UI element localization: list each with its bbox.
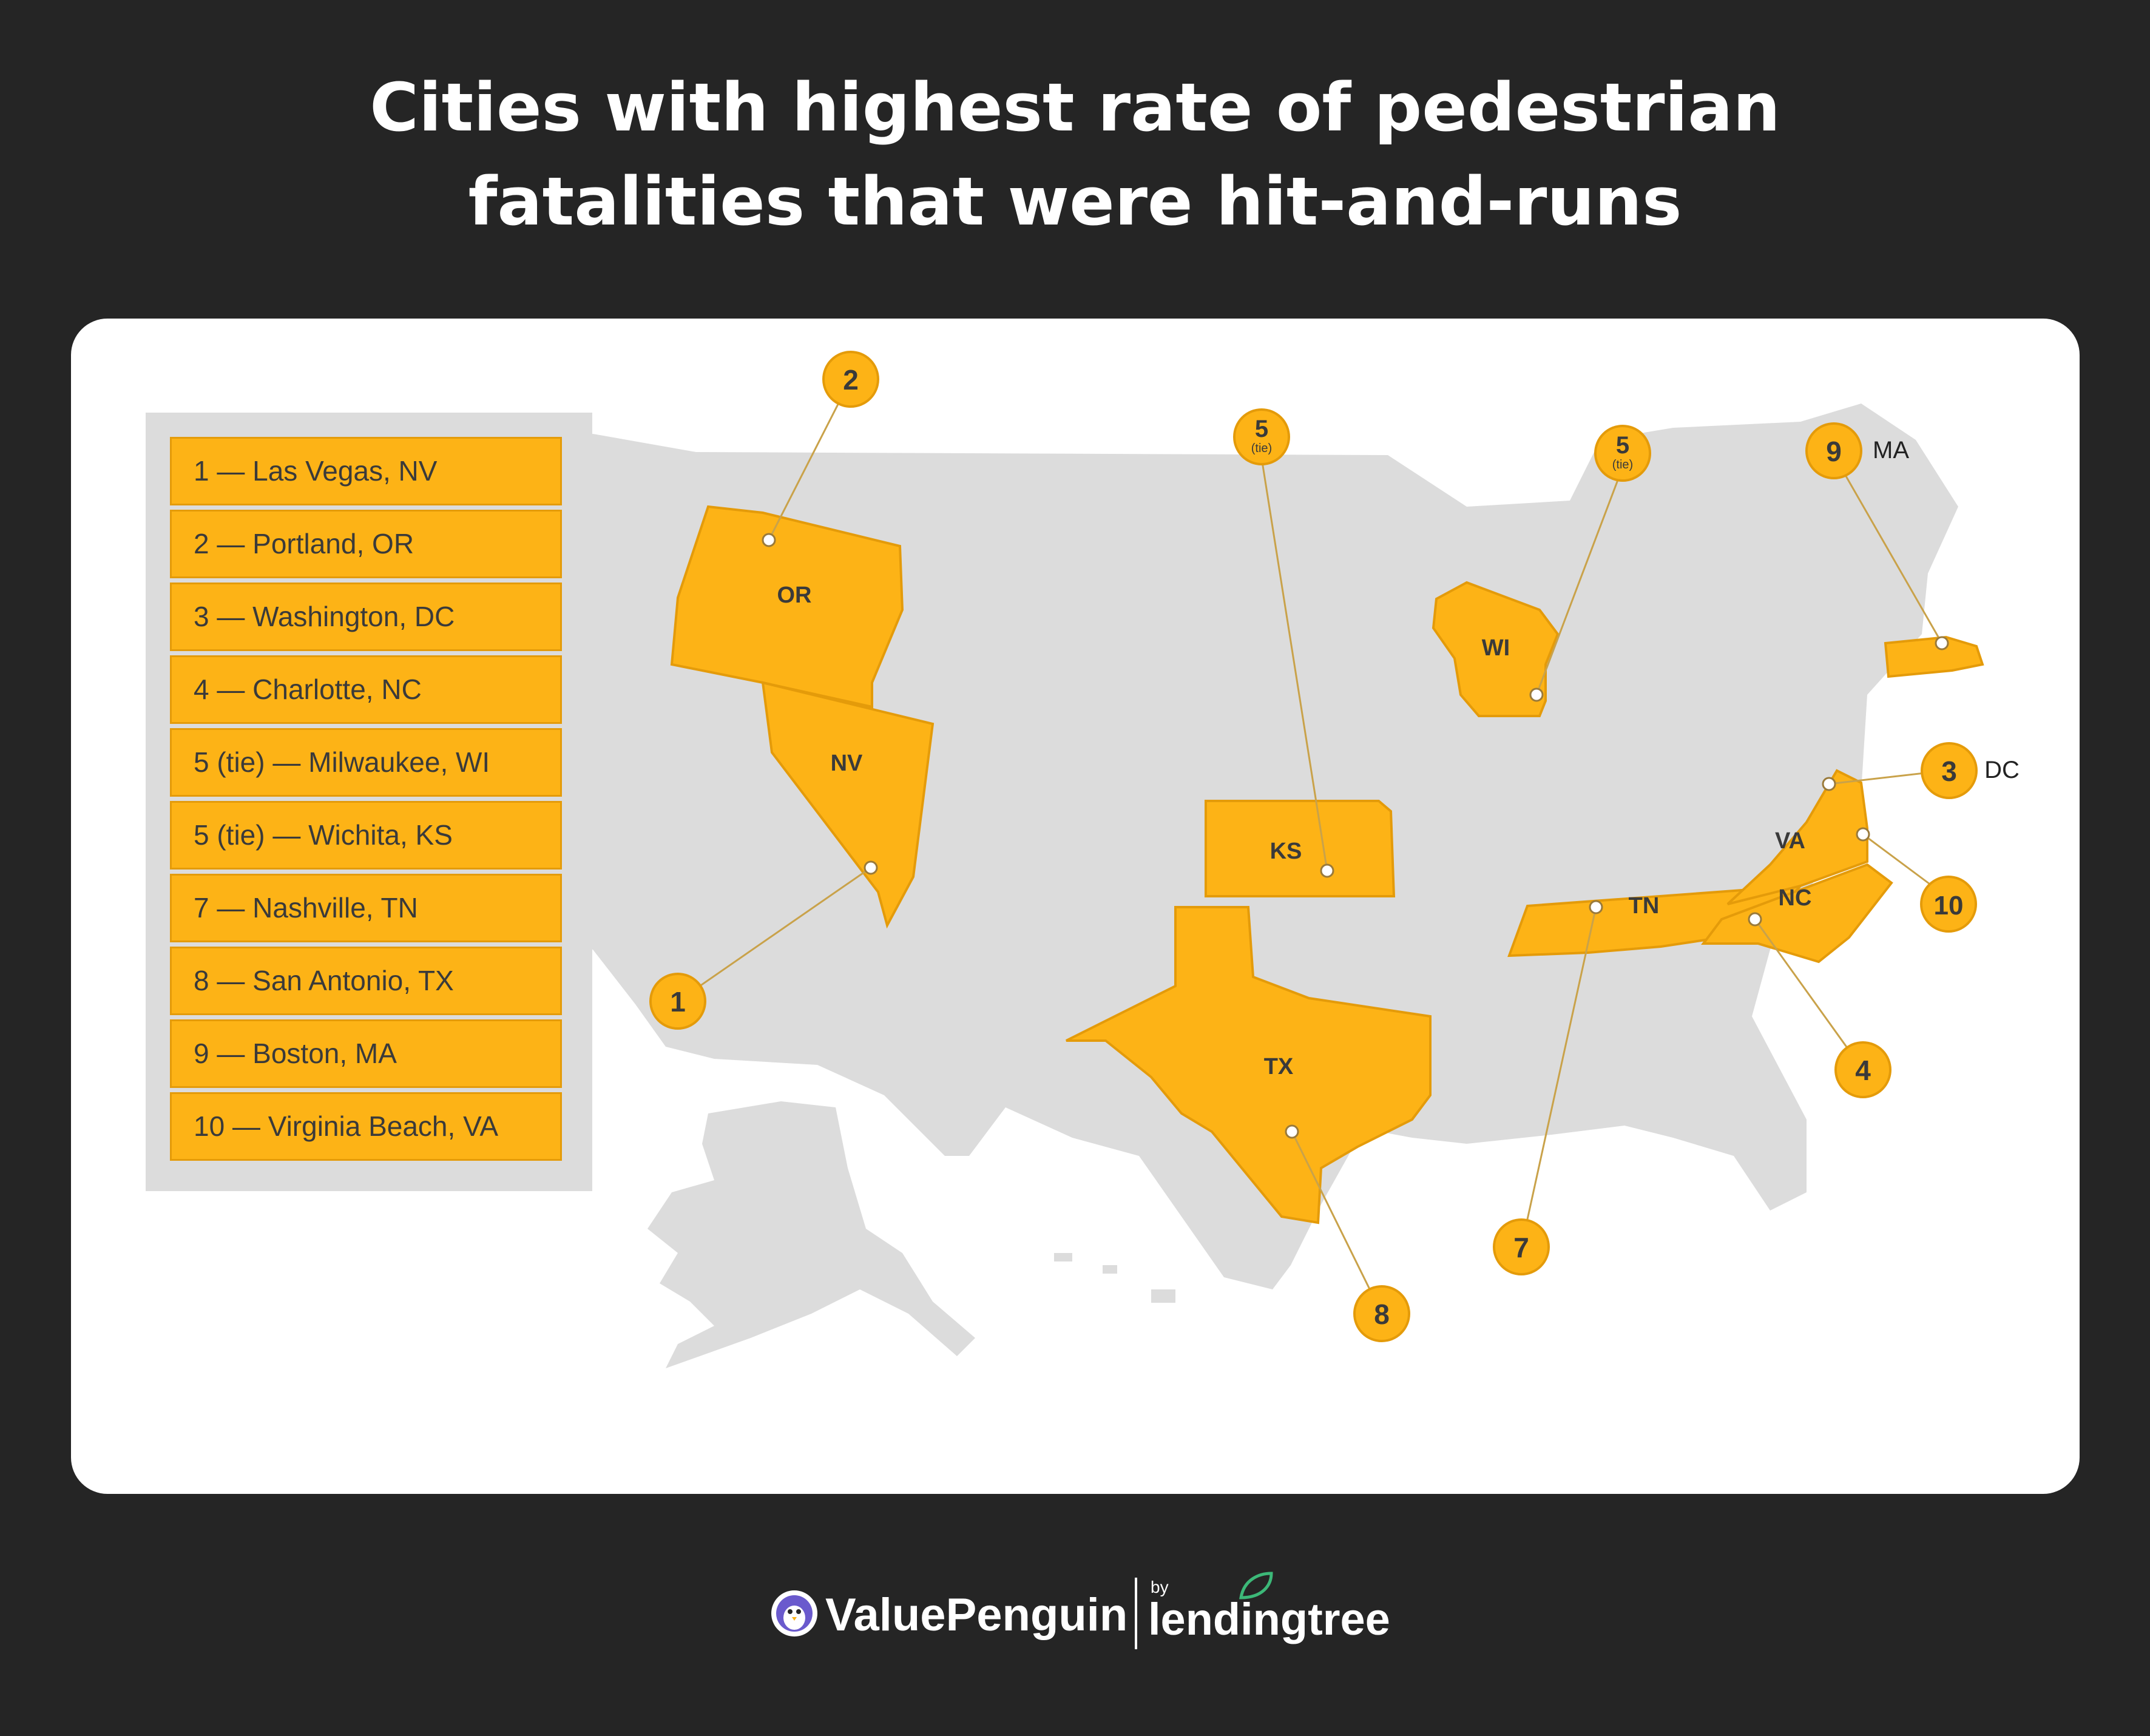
title-line-1: Cities with highest rate of pedestrian: [370, 69, 1780, 146]
state-oregon: [670, 505, 904, 709]
marker-4: 4: [1834, 1041, 1891, 1098]
brand-lendingtree: lendingtree: [1148, 1594, 1390, 1644]
brand-by: by: [1151, 1578, 1169, 1596]
hawaii-island: [1054, 1253, 1072, 1261]
footer: ValuePenguin by lendingtree: [0, 1572, 2150, 1663]
alaska-base: [647, 1101, 975, 1368]
svg-text:1: 1: [670, 986, 686, 1018]
leader-line-2: [768, 379, 852, 541]
svg-text:10: 10: [1934, 891, 1964, 920]
state-label-tx: TX: [1264, 1054, 1294, 1079]
us-map: OR NV KS TX WI TN NC VA 2 1 5 (tie): [411, 351, 2020, 1368]
state-north-carolina: [1701, 863, 1893, 964]
city-dot-boston: [1935, 636, 1949, 650]
legend-item: 1 — Las Vegas, NV: [170, 437, 562, 505]
legend-item: 8 — San Antonio, TX: [170, 947, 562, 1015]
leader-line-9: [1833, 454, 1943, 644]
leader-line-8: [1291, 1131, 1383, 1314]
legend-item: 10 — Virginia Beach, VA: [170, 1092, 562, 1161]
legend-item: 4 — Charlotte, NC: [170, 655, 562, 724]
marker-label-ma: MA: [1873, 437, 1909, 464]
marker-9: 9: [1805, 422, 1862, 479]
svg-text:5: 5: [1616, 432, 1629, 459]
state-massachusetts: [1884, 635, 1984, 678]
city-dot-san-antonio: [1285, 1124, 1299, 1139]
state-label-wi: WI: [1482, 635, 1510, 661]
svg-text:3: 3: [1941, 755, 1957, 787]
legend-item: 3 — Washington, DC: [170, 583, 562, 651]
leaf-icon: [1239, 1572, 1273, 1599]
leader-line-5-wi: [1535, 467, 1624, 695]
state-label-nv: NV: [831, 751, 863, 776]
svg-text:2: 2: [843, 364, 859, 396]
svg-text:5: 5: [1255, 416, 1268, 442]
state-label-tn: TN: [1629, 893, 1660, 919]
state-label-or: OR: [777, 583, 812, 608]
svg-text:4: 4: [1855, 1055, 1871, 1086]
svg-text:(tie): (tie): [1251, 442, 1272, 455]
marker-label-dc: DC: [1984, 757, 2020, 783]
legend-item: 2 — Portland, OR: [170, 510, 562, 578]
page-title: Cities with highest rate of pedestrian f…: [0, 61, 2150, 249]
penguin-logo-icon: [771, 1590, 817, 1636]
marker-5-ks: 5 (tie): [1233, 408, 1290, 465]
hawaii-island: [1151, 1289, 1175, 1303]
state-label-va: VA: [1775, 828, 1805, 854]
state-texas: [1066, 906, 1432, 1224]
marker-1: 1: [649, 973, 706, 1030]
city-dot-charlotte: [1748, 912, 1762, 927]
svg-text:(tie): (tie): [1612, 458, 1633, 471]
marker-8: 8: [1353, 1285, 1410, 1342]
city-dot-virginia-beach: [1856, 827, 1870, 842]
city-dot-las-vegas: [864, 860, 878, 875]
state-label-nc: NC: [1779, 885, 1812, 911]
city-dot-milwaukee: [1529, 687, 1544, 702]
state-virginia: [1726, 769, 1868, 905]
marker-10: 10: [1920, 876, 1977, 933]
state-label-ks: KS: [1270, 839, 1302, 864]
us-contiguous-base: [411, 404, 1958, 1289]
brand-valuepenguin: ValuePenguin: [825, 1589, 1128, 1641]
brand-divider: [1135, 1578, 1137, 1649]
legend-item: 5 (tie) — Milwaukee, WI: [170, 728, 562, 797]
city-dot-washington: [1822, 777, 1836, 791]
leader-line-1: [677, 866, 871, 1002]
marker-5-wi: 5 (tie): [1594, 425, 1651, 482]
marker-2: 2: [822, 351, 879, 408]
svg-text:7: 7: [1513, 1232, 1529, 1263]
state-wisconsin: [1432, 581, 1560, 717]
svg-text:8: 8: [1374, 1299, 1390, 1330]
ranking-legend: 1 — Las Vegas, NV 2 — Portland, OR 3 — W…: [146, 413, 592, 1191]
svg-text:9: 9: [1826, 436, 1842, 467]
marker-3: 3: [1921, 742, 1978, 799]
legend-item: 5 (tie) — Wichita, KS: [170, 801, 562, 870]
city-dot-wichita: [1320, 863, 1334, 878]
leader-line-5-ks: [1260, 458, 1328, 871]
leader-line-7: [1520, 907, 1597, 1248]
legend-item: 7 — Nashville, TN: [170, 874, 562, 942]
map-panel: OR NV KS TX WI TN NC VA 2 1 5 (tie): [71, 319, 2080, 1494]
leader-line-4: [1754, 919, 1864, 1070]
hawaii-island: [1103, 1265, 1117, 1274]
city-dot-portland: [762, 533, 776, 547]
title-line-2: fatalities that were hit-and-runs: [468, 163, 1682, 240]
city-dot-nashville: [1589, 900, 1603, 914]
marker-7: 7: [1493, 1218, 1550, 1275]
state-nevada: [761, 681, 935, 929]
legend-item: 9 — Boston, MA: [170, 1019, 562, 1088]
state-kansas: [1205, 800, 1396, 897]
